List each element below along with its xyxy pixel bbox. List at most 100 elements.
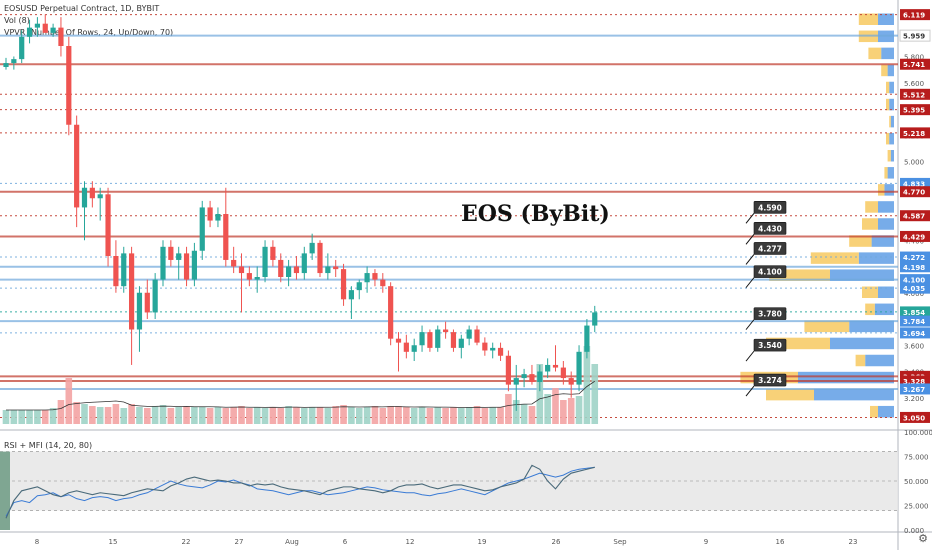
- volume-bar: [324, 408, 332, 424]
- volume-bar: [41, 410, 49, 424]
- time-tick-label: 26: [552, 538, 561, 546]
- candle-body: [333, 266, 339, 270]
- candle-body: [26, 27, 33, 37]
- vp-down-bar: [886, 132, 890, 145]
- price-callout: 3.540: [745, 338, 787, 362]
- candle-body: [191, 250, 197, 280]
- price-tag-bg: [900, 282, 930, 294]
- price-tag-bg: [900, 88, 930, 100]
- rsi-tick-label: 100.000: [904, 429, 932, 437]
- time-tick-label: 15: [109, 538, 118, 546]
- rsi-legend[interactable]: RSI + MFI (14, 20, 80): [4, 441, 93, 450]
- candle-body: [584, 325, 590, 352]
- volume-bar: [183, 406, 190, 424]
- vp-down-bar: [865, 303, 875, 316]
- candle-body: [19, 36, 25, 60]
- time-tick-label: 12: [406, 538, 415, 546]
- candle-body: [537, 371, 543, 382]
- vpvr-legend[interactable]: VPVR (Number Of Rows, 24, Up/Down, 70): [4, 28, 174, 37]
- callout-pointer: [745, 254, 755, 265]
- volume-bar: [269, 407, 277, 424]
- vp-up-bar: [858, 252, 894, 264]
- volume-bar: [583, 346, 591, 424]
- candle-body: [231, 259, 237, 267]
- candle-body: [113, 256, 119, 287]
- callout-box: [753, 307, 787, 320]
- volume-bar: [434, 407, 442, 424]
- volume-bar: [277, 408, 285, 424]
- candle-body: [388, 286, 394, 339]
- vp-down-bar: [865, 201, 878, 213]
- price-tag-label: 4.429: [903, 233, 925, 241]
- vp-down-bar: [868, 47, 882, 60]
- volume-bar: [73, 402, 80, 424]
- rsi-tick-label: 75.000: [904, 454, 929, 462]
- price-tag-bg: [900, 251, 930, 263]
- volume-bar: [395, 406, 402, 424]
- price-tag-bg: [900, 230, 930, 242]
- price-tag: 3.784: [900, 315, 930, 327]
- candle-body: [545, 364, 551, 372]
- volume-bar: [355, 408, 363, 424]
- vp-down-bar: [884, 167, 888, 179]
- vp-up-bar: [887, 167, 894, 179]
- price-tag: 4.587: [900, 210, 930, 222]
- vp-up-bar: [830, 269, 894, 281]
- candle-body: [262, 246, 268, 277]
- vp-up-bar: [889, 81, 894, 94]
- price-tag: 5.218: [900, 127, 930, 139]
- price-tag-bg: [900, 261, 930, 273]
- symbol-legend[interactable]: EOSUSD Perpetual Contract, 1D, BYBIT: [4, 4, 160, 13]
- volume-bar: [34, 410, 41, 424]
- candle-body: [521, 374, 527, 379]
- volume-bar: [567, 398, 575, 424]
- volume-bar: [458, 408, 465, 424]
- callout-pointer: [745, 385, 755, 397]
- price-tag-label: 3.328: [903, 378, 925, 386]
- price-tag-label: 5.395: [903, 107, 925, 115]
- price-tag-label: 3.050: [903, 414, 925, 422]
- candle-body: [207, 207, 213, 221]
- volume-bar: [49, 408, 57, 424]
- volume-legend[interactable]: Vol (8): [4, 16, 30, 25]
- price-tag-bg: [900, 375, 930, 387]
- volume-bar: [426, 408, 434, 424]
- time-tick-label: Aug: [285, 538, 299, 546]
- price-tag: 4.272: [900, 251, 930, 263]
- callout-pointer: [745, 277, 755, 288]
- vp-down-bar: [878, 184, 885, 196]
- candle-body: [238, 266, 245, 274]
- candle-body: [89, 187, 95, 199]
- volume-bar: [175, 407, 182, 424]
- callout-box: [753, 242, 787, 255]
- time-tick-label: 19: [478, 538, 487, 546]
- volume-bar: [450, 407, 457, 424]
- candle-body: [529, 374, 535, 382]
- price-tag-bg: [900, 383, 930, 395]
- vp-up-bar: [889, 98, 894, 111]
- volume-bar: [151, 406, 159, 424]
- candle-body: [450, 332, 457, 348]
- vp-down-bar: [766, 388, 814, 401]
- price-tag: 5.512: [900, 88, 930, 100]
- vp-up-bar: [849, 320, 894, 333]
- candle-body: [11, 59, 17, 64]
- price-tick-label: 5.600: [904, 80, 924, 88]
- volume-bar: [214, 407, 222, 424]
- callout-label: 3.274: [758, 376, 782, 385]
- callout-label: 4.100: [758, 268, 782, 277]
- volume-bar: [308, 407, 316, 424]
- rsi-start-block: [0, 451, 10, 530]
- volume-bar: [230, 407, 237, 424]
- volume-bar: [536, 364, 544, 424]
- volume-bar: [293, 407, 300, 424]
- volume-bar: [238, 406, 245, 424]
- volume-bar: [481, 408, 489, 424]
- vp-up-bar: [878, 13, 894, 25]
- volume-bar: [387, 406, 394, 424]
- candle-body: [497, 347, 504, 356]
- gear-icon[interactable]: ⚙: [918, 533, 928, 545]
- vp-up-bar: [798, 371, 894, 384]
- time-tick-label: 22: [182, 538, 191, 546]
